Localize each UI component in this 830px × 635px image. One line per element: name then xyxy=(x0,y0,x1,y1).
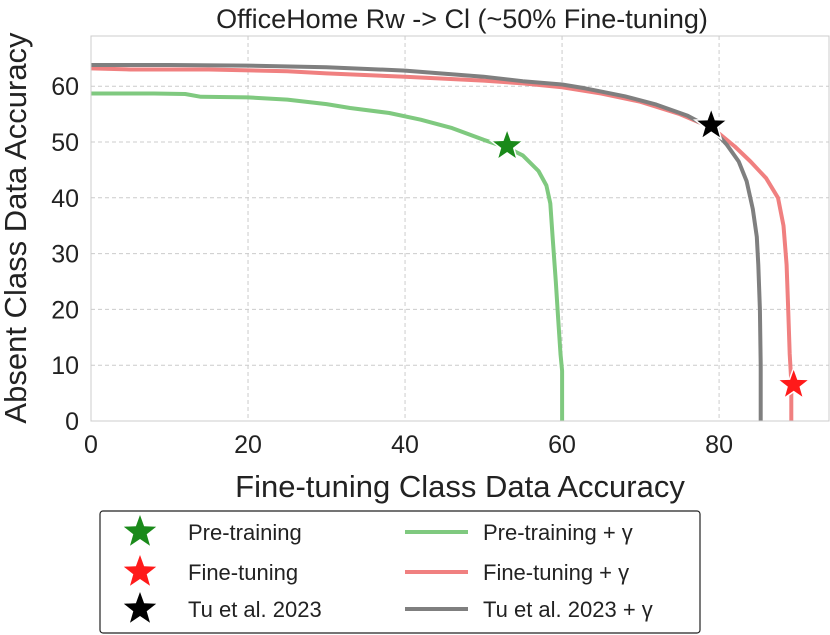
y-tick-label: 50 xyxy=(51,129,79,157)
series-line-0 xyxy=(91,91,565,421)
x-axis-label: Fine-tuning Class Data Accuracy xyxy=(235,469,685,504)
y-tick-label: 20 xyxy=(51,296,79,324)
marker-star-1 xyxy=(775,365,812,401)
chart-title: OfficeHome Rw -> Cl (~50% Fine-tuning) xyxy=(216,4,708,34)
x-tick-label: 80 xyxy=(705,431,733,459)
x-tick-labels: 0 20 40 60 80 xyxy=(84,431,733,459)
x-tick-label: 40 xyxy=(391,431,419,459)
x-tick-label: 20 xyxy=(234,431,262,459)
x-tick-label: 0 xyxy=(84,431,98,459)
series-line-1 xyxy=(90,66,794,421)
y-tick-label: 0 xyxy=(65,408,79,436)
marker-star-2 xyxy=(693,106,730,141)
legend-items: Pre-training Fine-tuning Tu et al. 2023 Pre… xyxy=(123,515,653,623)
y-tick-labels: 0 10 20 30 40 50 60 xyxy=(51,73,79,436)
legend-label-marker-2: Tu et al. 2023 xyxy=(188,597,322,622)
grid xyxy=(90,36,829,422)
series-line-2 xyxy=(91,63,763,421)
legend-star-2 xyxy=(123,592,157,623)
series-lines xyxy=(90,63,794,421)
legend-star-0 xyxy=(123,515,157,546)
y-tick-label: 40 xyxy=(51,185,79,213)
y-tick-label: 30 xyxy=(51,241,79,269)
y-tick-label: 10 xyxy=(51,352,79,380)
plot-frame xyxy=(90,35,830,422)
legend-label-series-0: Pre-training + γ xyxy=(483,520,633,545)
legend-star-1 xyxy=(123,555,157,586)
legend-box xyxy=(99,510,701,634)
legend: Pre-training Fine-tuning Tu et al. 2023 Pre… xyxy=(99,510,701,634)
y-tick-label: 60 xyxy=(51,73,79,101)
marker-star-0 xyxy=(488,126,526,162)
y-axis-label: Absent Class Data Accuracy xyxy=(0,32,33,424)
legend-label-marker-1: Fine-tuning xyxy=(188,560,298,585)
x-tick-label: 60 xyxy=(548,431,576,459)
legend-label-marker-0: Pre-training xyxy=(188,520,302,545)
legend-label-series-1: Fine-tuning + γ xyxy=(483,560,629,585)
legend-label-series-2: Tu et al. 2023 + γ xyxy=(483,597,653,622)
markers xyxy=(488,106,812,401)
